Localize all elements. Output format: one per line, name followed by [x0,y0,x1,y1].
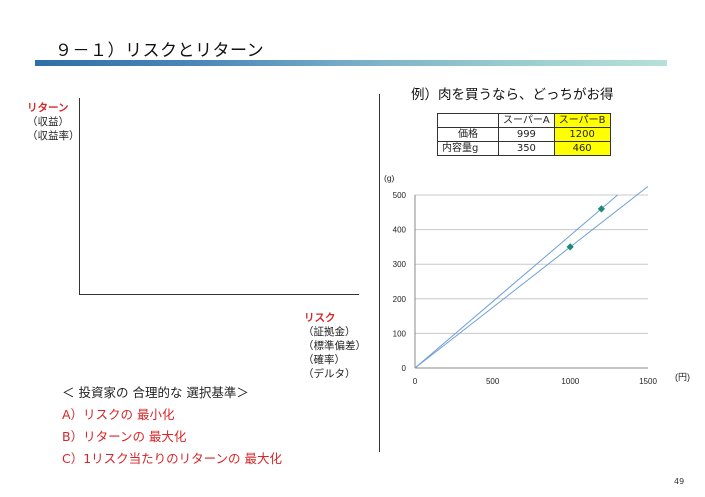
table-corner-cell [437,113,499,128]
vertical-divider [379,94,380,452]
criteria-item-c: C）1リスク当たりのリターンの 最大化 [62,451,283,466]
return-sub-income: （収益） [27,116,69,128]
x-axis-unit-label: (円) [675,372,690,382]
table-row: 価格 999 1200 [437,127,611,142]
example-title: 例）肉を買うなら、どっちがお得 [411,87,614,103]
x-tick-label: 500 [486,377,500,386]
cell-price-a: 999 [498,127,555,142]
y-axis-unit-label: (g) [384,173,395,183]
comparison-table: スーパーA スーパーB 価格 999 1200 内容量g 350 460 [437,113,611,156]
row-label-content: 内容量g [437,141,499,156]
risk-sub-stddev: （標準偏差） [303,340,366,352]
y-tick-label: 200 [393,295,407,304]
x-tick-label: 0 [413,377,418,386]
y-tick-label: 300 [393,260,407,269]
x-axis-line [79,294,359,295]
risk-sub-delta: （デルタ） [303,368,356,380]
y-tick-label: 500 [393,191,407,200]
header-super-b: スーパーB [553,113,611,128]
criteria-item-b: B）リターンの 最大化 [62,429,187,444]
risk-sub-margin: （証拠金） [303,326,356,338]
table-header-row: スーパーA スーパーB [437,113,611,128]
risk-label-group: リスク （証拠金） （標準偏差） （確率） （デルタ） [303,311,366,381]
return-sub-rate: （収益率） [27,130,80,142]
row-label-price: 価格 [437,127,499,142]
title-underline [35,60,667,66]
return-label-group: リターン （収益） （収益率） [27,101,80,143]
slide-title: ９－１）リスクとリターン [55,41,265,61]
risk-label: リスク [304,312,336,324]
criteria-heading: ＜ 投資家の 合理的な 選択基準＞ [62,385,249,400]
trend-line [414,194,618,369]
cell-price-b: 1200 [553,127,611,142]
x-tick-label: 1500 [639,377,657,386]
table-row: 内容量g 350 460 [437,141,611,156]
selection-criteria: ＜ 投資家の 合理的な 選択基準＞ A）リスクの 最小化 B）リターンの 最大化… [62,382,282,470]
price-weight-chart: 0 100 200 300 400 500 0 500 1000 1500 (g) (円) [384,173,690,386]
y-axis-line [79,98,80,295]
risk-sub-probability: （確率） [303,354,345,366]
trend-line [414,185,649,369]
x-tick-label: 1000 [561,377,579,386]
return-label: リターン [27,102,69,114]
page-number: 49 [674,477,685,486]
header-super-a: スーパーA [498,113,555,128]
y-tick-label: 400 [393,226,407,235]
cell-content-a: 350 [498,141,555,156]
y-tick-label: 0 [402,364,407,373]
criteria-item-a: A）リスクの 最小化 [62,407,175,422]
cell-content-b: 460 [553,141,611,156]
y-tick-label: 100 [393,329,407,338]
